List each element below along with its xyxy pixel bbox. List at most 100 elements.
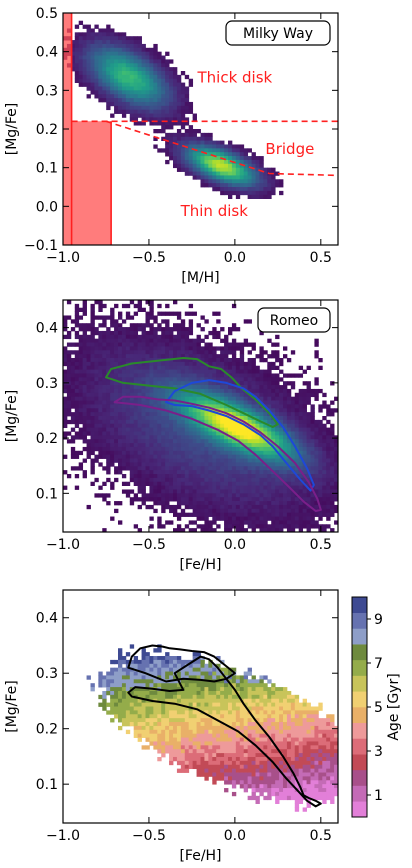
density-cell — [192, 702, 197, 707]
density-cell — [149, 90, 154, 95]
density-cell — [173, 687, 178, 692]
density-cell — [286, 516, 292, 521]
density-cell — [149, 78, 154, 83]
density-cell — [228, 156, 233, 161]
density-cell — [243, 516, 249, 521]
density-cell — [94, 385, 99, 390]
density-cell — [204, 718, 209, 723]
density-cell — [239, 388, 245, 394]
density-cell — [188, 725, 194, 731]
density-cell — [239, 493, 245, 498]
density-cell — [184, 334, 190, 340]
density-cell — [82, 55, 87, 60]
density-cell — [216, 714, 221, 719]
density-cell — [184, 698, 190, 704]
density-cell — [173, 497, 178, 502]
density-cell — [294, 400, 300, 405]
density-cell — [121, 40, 127, 45]
density-cell — [145, 446, 150, 452]
density-cell — [137, 427, 142, 432]
density-cell — [200, 729, 205, 735]
density-cell — [169, 435, 174, 440]
density-cell — [133, 690, 139, 696]
density-cell — [231, 427, 237, 432]
density-cell — [165, 493, 170, 498]
density-cell — [330, 466, 335, 471]
density-cell — [290, 400, 296, 405]
density-cell — [149, 516, 154, 521]
density-cell — [63, 385, 68, 390]
density-cell — [255, 462, 260, 467]
density-cell — [188, 504, 194, 510]
density-cell — [90, 346, 95, 351]
density-cell — [137, 396, 142, 401]
density-cell — [247, 412, 252, 417]
density-cell — [306, 489, 311, 494]
density-cell — [200, 159, 205, 165]
density-cell — [251, 443, 256, 448]
density-cell — [231, 690, 237, 696]
density-cell — [220, 152, 225, 157]
density-cell — [267, 501, 272, 506]
density-cell — [137, 489, 142, 494]
x-tick-label: −1.0 — [46, 250, 80, 266]
density-cell — [224, 342, 229, 347]
density-cell — [114, 667, 119, 672]
density-cell — [176, 82, 182, 87]
density-cell — [235, 694, 241, 700]
density-cell — [102, 74, 107, 80]
density-cell — [173, 300, 178, 305]
density-cell — [255, 419, 260, 425]
density-cell — [196, 687, 201, 692]
density-cell — [196, 354, 201, 359]
density-cell — [149, 113, 154, 118]
density-cell — [200, 760, 205, 766]
density-cell — [220, 462, 225, 467]
density-cell — [141, 392, 146, 398]
density-cell — [306, 396, 311, 401]
density-cell — [228, 183, 233, 188]
density-cell — [290, 404, 296, 409]
density-cell — [70, 55, 76, 60]
density-cell — [173, 458, 178, 463]
density-cell — [204, 446, 209, 452]
density-cell — [82, 300, 87, 305]
density-cell — [180, 121, 186, 126]
density-cell — [98, 338, 103, 343]
density-cell — [145, 63, 150, 68]
density-cell — [208, 167, 213, 172]
density-cell — [192, 132, 197, 138]
density-cell — [267, 396, 272, 401]
density-cell — [110, 32, 115, 37]
density-cell — [290, 504, 296, 510]
density-cell — [212, 330, 217, 336]
density-cell — [239, 431, 245, 436]
density-cell — [106, 477, 111, 483]
density-cell — [302, 396, 307, 401]
density-cell — [173, 439, 178, 444]
density-cell — [228, 694, 233, 700]
density-cell — [216, 756, 221, 762]
density-cell — [149, 408, 154, 413]
density-cell — [102, 388, 107, 394]
density-cell — [141, 354, 146, 359]
density-cell — [310, 431, 315, 436]
density-cell — [74, 24, 80, 29]
density-cell — [133, 423, 139, 428]
density-cell — [173, 311, 178, 316]
density-cell — [90, 82, 95, 87]
density-cell — [106, 36, 111, 41]
density-cell — [216, 671, 221, 676]
density-cell — [235, 167, 241, 172]
density-cell — [188, 722, 194, 727]
density-cell — [169, 690, 174, 696]
density-cell — [137, 36, 142, 41]
density-cell — [200, 412, 205, 417]
density-cell — [106, 327, 111, 332]
density-cell — [267, 474, 272, 479]
density-cell — [326, 408, 331, 413]
density-cell — [200, 156, 205, 161]
density-cell — [129, 377, 135, 382]
density-cell — [176, 477, 182, 483]
density-cell — [137, 121, 142, 126]
